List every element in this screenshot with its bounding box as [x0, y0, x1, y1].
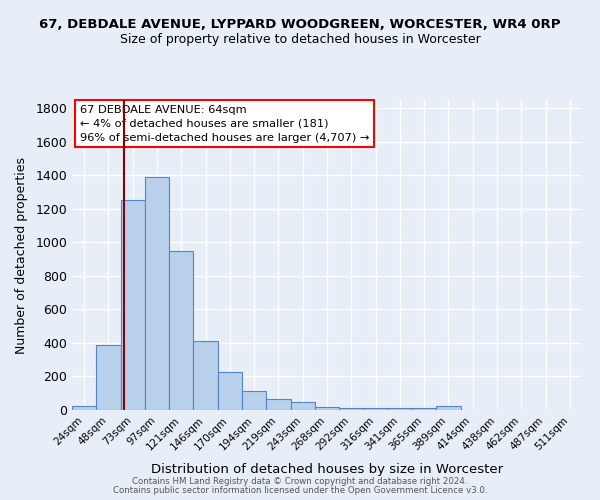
- Text: Size of property relative to detached houses in Worcester: Size of property relative to detached ho…: [119, 32, 481, 46]
- Bar: [121, 200, 145, 410]
- Bar: [96, 344, 121, 410]
- Bar: [388, 408, 412, 410]
- Text: Contains HM Land Registry data © Crown copyright and database right 2024.: Contains HM Land Registry data © Crown c…: [132, 477, 468, 486]
- Bar: [364, 408, 388, 410]
- Bar: [436, 406, 461, 410]
- Text: 67 DEBDALE AVENUE: 64sqm
← 4% of detached houses are smaller (181)
96% of semi-d: 67 DEBDALE AVENUE: 64sqm ← 4% of detache…: [80, 104, 369, 142]
- Bar: [169, 251, 193, 410]
- Bar: [266, 399, 290, 410]
- Bar: [315, 407, 339, 410]
- Bar: [193, 342, 218, 410]
- Bar: [412, 408, 436, 410]
- Bar: [339, 408, 364, 410]
- Bar: [72, 406, 96, 410]
- Bar: [145, 177, 169, 410]
- Text: Contains public sector information licensed under the Open Government Licence v3: Contains public sector information licen…: [113, 486, 487, 495]
- Bar: [218, 372, 242, 410]
- Text: 67, DEBDALE AVENUE, LYPPARD WOODGREEN, WORCESTER, WR4 0RP: 67, DEBDALE AVENUE, LYPPARD WOODGREEN, W…: [39, 18, 561, 30]
- X-axis label: Distribution of detached houses by size in Worcester: Distribution of detached houses by size …: [151, 463, 503, 476]
- Bar: [242, 390, 266, 410]
- Bar: [290, 402, 315, 410]
- Y-axis label: Number of detached properties: Number of detached properties: [16, 156, 28, 354]
